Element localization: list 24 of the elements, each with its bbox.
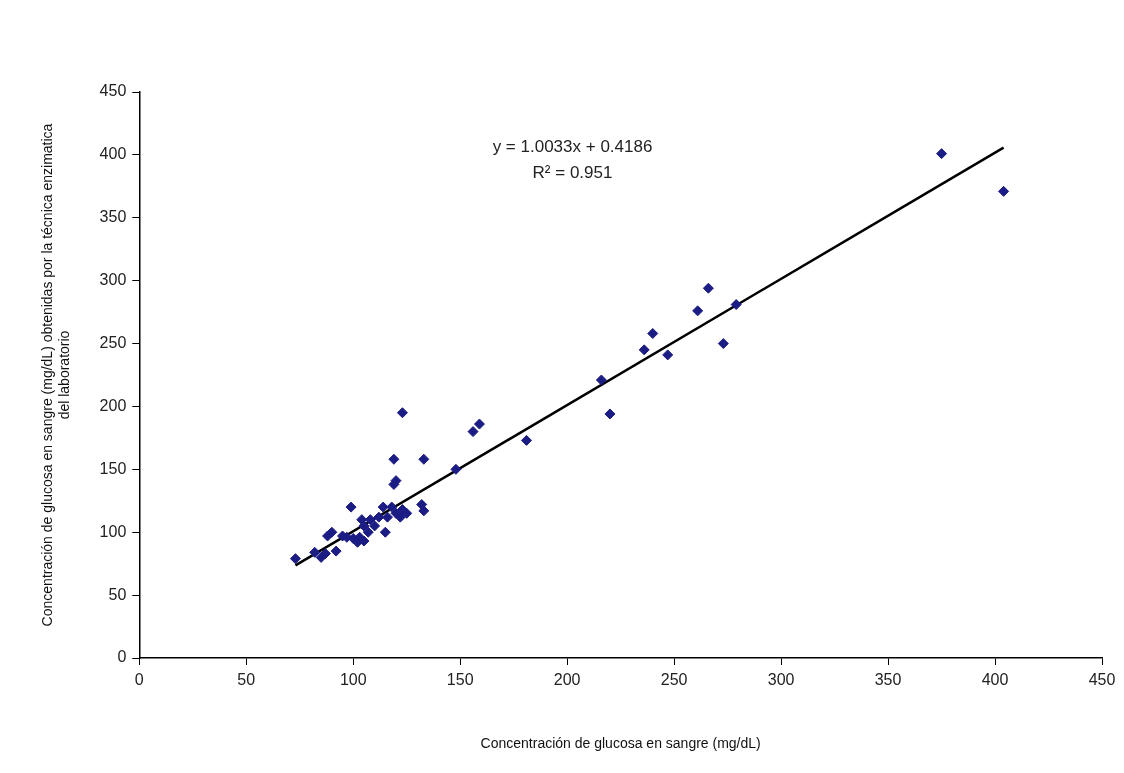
x-tick-label: 400 — [981, 671, 1009, 689]
y-tick-label: 50 — [108, 585, 127, 603]
x-tick-label: 100 — [339, 671, 367, 689]
x-tick-label: 50 — [237, 671, 256, 689]
y-tick-label: 150 — [99, 459, 127, 477]
x-tick-label: 200 — [553, 671, 581, 689]
y-tick-label: 350 — [99, 208, 127, 226]
y-tick-label: 0 — [117, 648, 127, 666]
y-tick-label: 250 — [99, 333, 127, 351]
x-tick-label: 250 — [660, 671, 688, 689]
y-axis-title: Concentración de glucosa en sangre (mg/dL) obtenidas por la técnica enzimatica del laboratorio — [39, 123, 73, 627]
annotation: R² = 0.951 — [532, 163, 613, 182]
x-tick-label: 300 — [767, 671, 795, 689]
y-tick-label: 200 — [99, 396, 127, 414]
y-tick-label: 100 — [99, 522, 127, 540]
y-tick-label: 300 — [99, 271, 127, 289]
x-tick-label: 0 — [134, 671, 144, 689]
y-tick-label: 450 — [99, 82, 127, 100]
x-tick-label: 450 — [1088, 671, 1116, 689]
x-tick-label: 350 — [874, 671, 902, 689]
x-tick-label: 150 — [446, 671, 474, 689]
annotation: y = 1.0033x + 0.4186 — [492, 137, 653, 156]
x-axis-title: Concentración de glucosa en sangre (mg/dL) — [480, 735, 761, 752]
y-tick-label: 400 — [99, 145, 127, 163]
